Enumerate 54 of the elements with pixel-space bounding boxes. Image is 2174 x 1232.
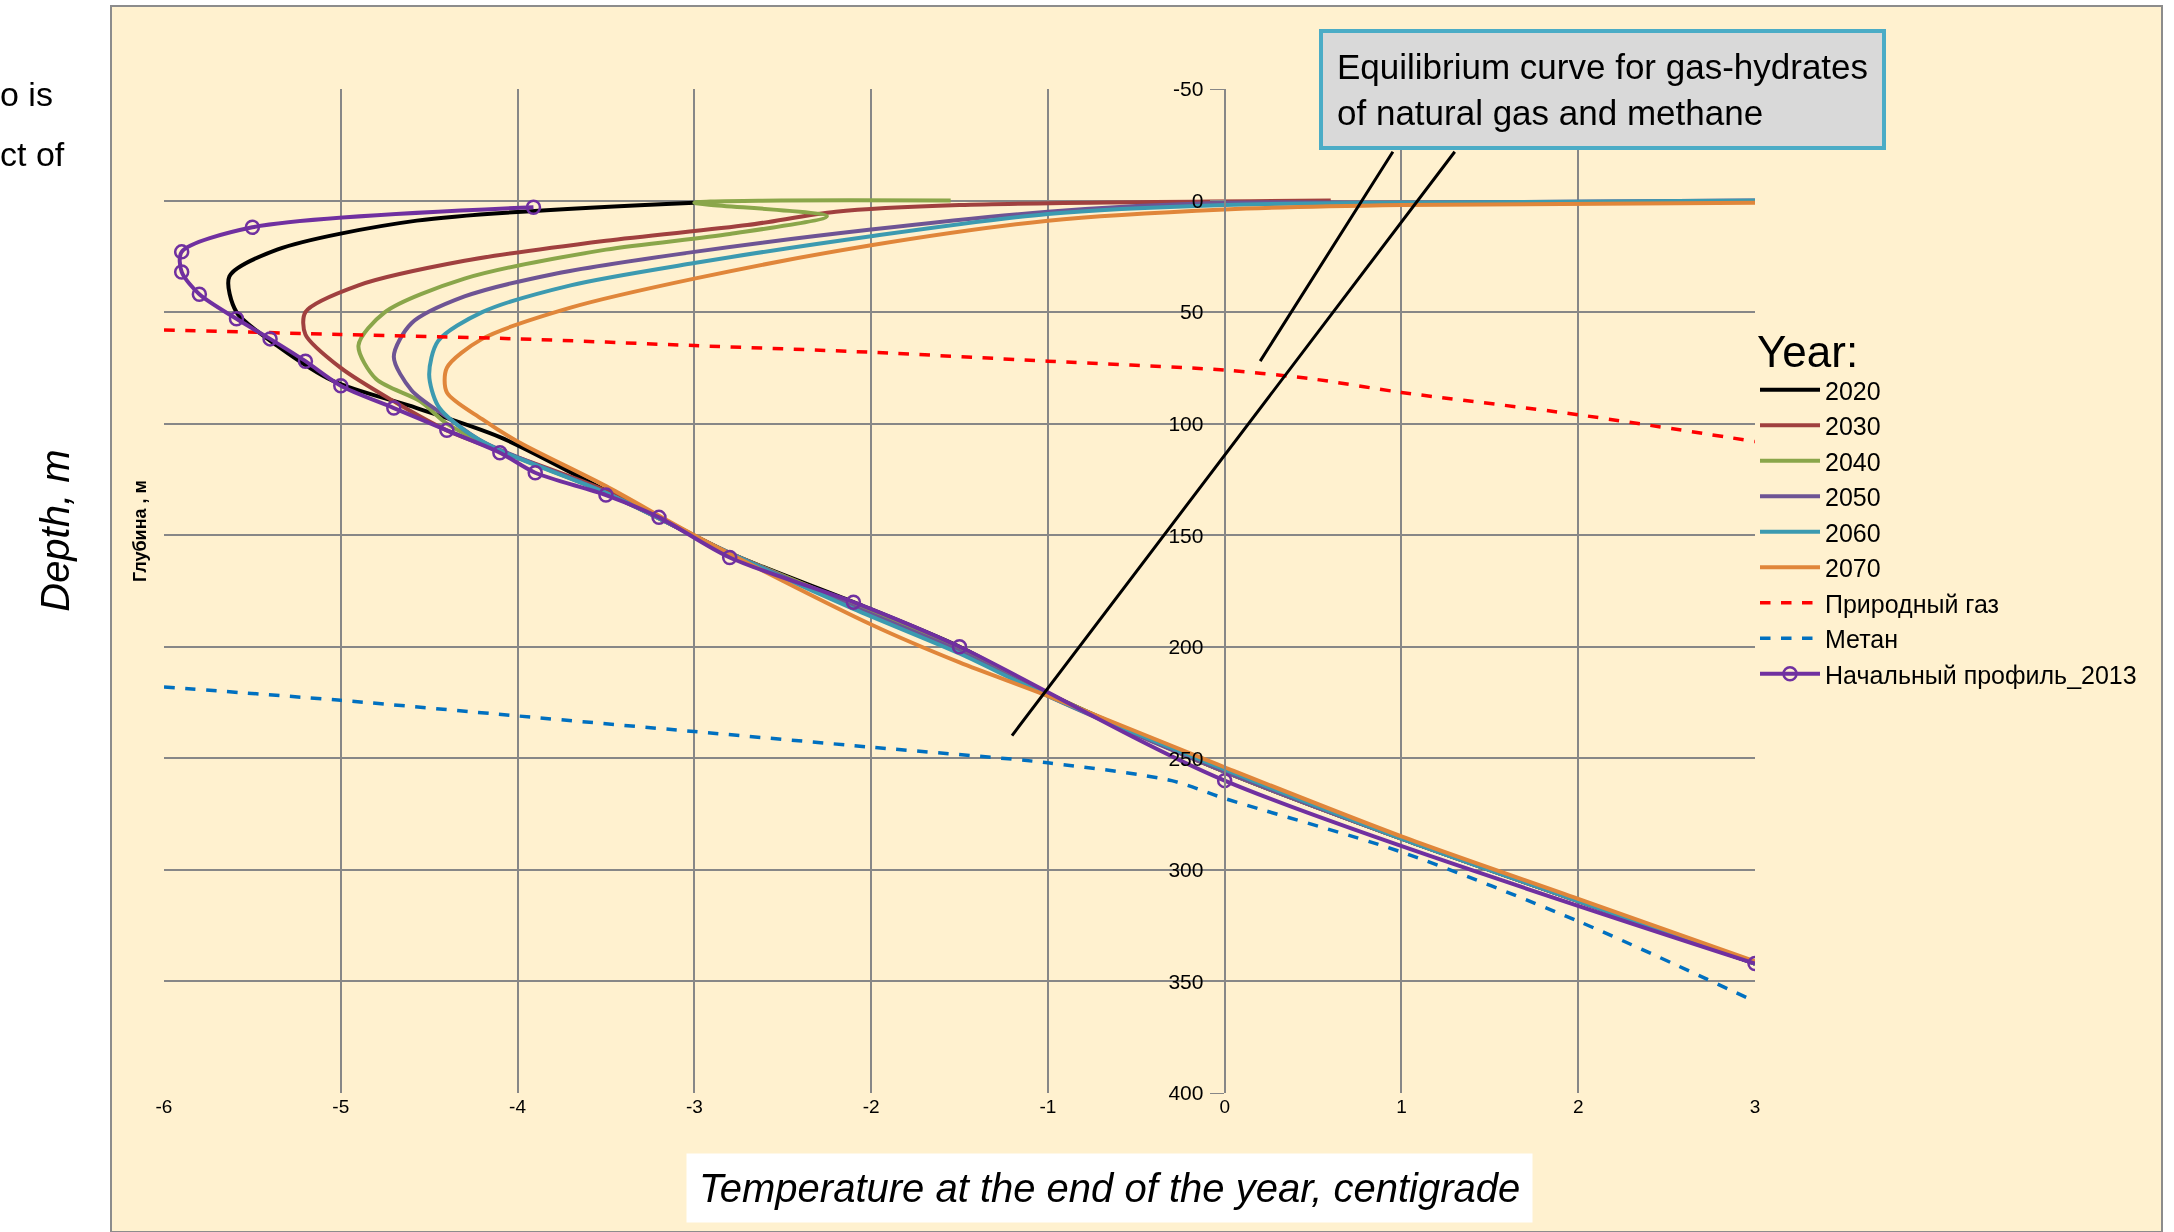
annotation: Equilibrium curve for gas-hydrates of natural gas and methane [1337, 47, 1869, 132]
x-tick-label: -1 [1039, 1096, 1057, 1117]
point [721, 549, 738, 566]
point [525, 199, 542, 215]
y-tick-label: 150 [1168, 523, 1204, 547]
point [951, 639, 968, 655]
y-tick-label: 50 [1180, 300, 1204, 324]
y-tick-label: 350 [1168, 969, 1204, 993]
y-tick-label: 400 [1168, 1081, 1204, 1105]
x-tick-label: -5 [332, 1096, 350, 1117]
point [492, 444, 508, 461]
point [244, 219, 261, 236]
text: ct of [0, 135, 65, 173]
point [262, 331, 278, 347]
line-series [164, 328, 1755, 444]
point [386, 400, 402, 416]
x-tick-label: 1 [1396, 1096, 1407, 1117]
y-axis-title: Глубина , м [129, 480, 150, 583]
y-tick-label: 300 [1168, 858, 1204, 882]
legend-title: Year: [1757, 327, 1859, 377]
x-tick-label: -6 [155, 1096, 173, 1117]
point [1216, 772, 1233, 789]
y-tick-label: -50 [1173, 77, 1204, 101]
point [191, 286, 208, 302]
x-tick-label: 0 [1219, 1096, 1230, 1117]
x-tick-label: 3 [1749, 1096, 1761, 1117]
text: o is [0, 75, 53, 113]
point [297, 353, 314, 369]
point [527, 465, 543, 481]
x-tick-label: -3 [685, 1096, 703, 1117]
legend-label: 2050 [1825, 483, 1881, 512]
legend-label: 2070 [1825, 554, 1881, 583]
y-tick-label: 100 [1168, 412, 1204, 436]
point [845, 594, 862, 610]
point [333, 377, 349, 394]
text: Depth, m [33, 449, 78, 612]
legend-label: Метан [1825, 625, 1899, 654]
legend-label: Природный газ [1825, 589, 2000, 618]
point [173, 264, 190, 280]
legend-label: Начальный профиль_2013 [1825, 660, 2137, 689]
y-tick-label: 200 [1168, 635, 1204, 659]
legend-label: 2020 [1825, 376, 1881, 405]
point [173, 244, 190, 260]
legend-label: 2040 [1825, 447, 1881, 476]
point [228, 311, 245, 327]
x-tick-label: -2 [862, 1096, 880, 1117]
point [651, 509, 667, 526]
legend-label: 2060 [1825, 518, 1881, 547]
x-axis-title: Temperature at the end of the year, centigrade [699, 1166, 1521, 1210]
x-tick-label: -4 [509, 1096, 527, 1117]
x-tick-label: 2 [1572, 1096, 1584, 1117]
point [439, 422, 455, 439]
legend-label: 2030 [1825, 412, 1881, 441]
point [598, 487, 614, 503]
